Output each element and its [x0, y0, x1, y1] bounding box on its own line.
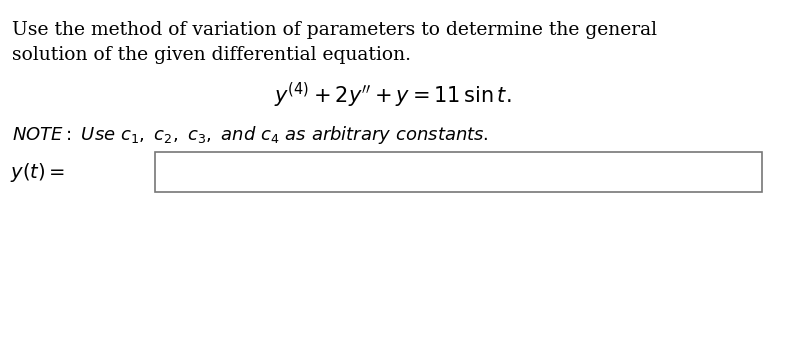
- Text: Use the method of variation of parameters to determine the general: Use the method of variation of parameter…: [12, 21, 657, 39]
- Text: solution of the given differential equation.: solution of the given differential equat…: [12, 46, 411, 64]
- Text: $y(t) =$: $y(t) =$: [10, 160, 65, 183]
- Text: $\mathit{NOTE{:}\ Use\ c_1,\ c_2,\ c_3,\ and\ c_4\ as\ arbitrary\ constants.}$: $\mathit{NOTE{:}\ Use\ c_1,\ c_2,\ c_3,\…: [12, 124, 489, 146]
- Bar: [155, 152, 762, 192]
- Text: $y^{(4)} + 2y'' + y = 11\,\sin t.$: $y^{(4)} + 2y'' + y = 11\,\sin t.$: [275, 81, 512, 110]
